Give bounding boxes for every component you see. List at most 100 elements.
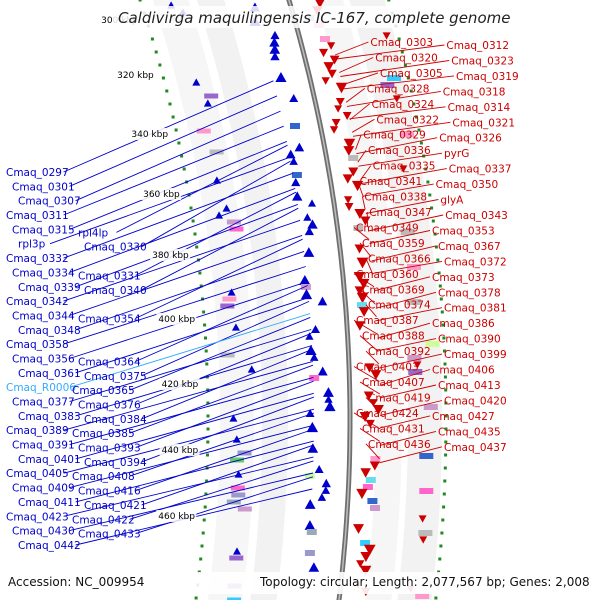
gene-box[interactable] [408,369,423,375]
gene-box[interactable] [400,131,414,137]
gene-box[interactable] [387,75,401,81]
gene-label[interactable]: Cmaq_0385 [72,428,135,440]
gene-label[interactable]: rpl4lp [78,227,108,239]
reverse-gene-arrow[interactable] [270,51,280,61]
gene-box[interactable] [309,375,320,381]
gene-label[interactable]: Cmaq_0332 [6,253,69,265]
forward-gene-arrow[interactable] [364,363,375,373]
gene-label[interactable]: Cmaq_0403 [356,362,419,374]
gene-label[interactable]: Cmaq_0430 [12,526,75,538]
reverse-gene-arrow[interactable] [289,157,298,165]
forward-gene-arrow[interactable] [382,32,391,40]
reverse-gene-arrow[interactable] [307,219,318,229]
gene-label[interactable]: Cmaq_0360 [356,269,419,281]
reverse-gene-arrow[interactable] [322,387,334,397]
gene-box[interactable] [407,264,421,270]
gene-label[interactable]: Cmaq_0340 [84,285,147,297]
gene-box[interactable] [348,155,359,161]
gene-label[interactable]: Cmaq_0343 [445,210,508,222]
forward-gene-arrow[interactable] [413,361,422,369]
gene-box[interactable] [400,229,415,235]
gene-label[interactable]: Cmaq_0307 [18,196,81,208]
gene-label[interactable]: Cmaq_0406 [432,365,495,377]
forward-gene-arrow[interactable] [334,105,343,113]
gene-label[interactable]: Cmaq_0338 [364,192,427,204]
gene-label[interactable]: Cmaq_0435 [438,426,501,438]
gene-labels[interactable]: Cmaq_0297 Cmaq_0301 Cmaq_0307 Cmaq_0311 Cmaq… [6,37,519,552]
forward-gene-arrow[interactable] [343,196,353,204]
gene-box[interactable] [370,456,381,462]
forward-gene-arrow[interactable] [342,112,352,120]
gene-label[interactable]: Cmaq_0369 [362,284,425,296]
forward-gene-arrow[interactable] [356,560,365,568]
gene-label[interactable]: Cmaq_0359 [362,238,425,250]
gene-label[interactable]: Cmaq_0318 [443,86,506,98]
reverse-gene-arrow[interactable] [275,71,287,83]
gene-label[interactable]: Cmaq_0367 [438,241,501,253]
gene-label[interactable]: Cmaq_0408 [72,471,135,483]
gene-label[interactable]: Cmaq_0342 [6,296,69,308]
gene-label[interactable]: Cmaq_R0006 [6,382,76,394]
reverse-gene-arrow[interactable] [227,288,236,296]
gene-label[interactable]: Cmaq_0437 [444,442,507,454]
gene-label[interactable]: Cmaq_0365 [72,385,135,397]
gene-label[interactable]: Cmaq_0314 [448,102,511,114]
gene-label[interactable]: Cmaq_0389 [6,425,69,437]
gene-label[interactable]: Cmaq_0424 [356,408,419,420]
gene-label[interactable]: Cmaq_0331 [78,270,141,282]
forward-gene-arrow[interactable] [354,286,365,296]
gene-label[interactable]: Cmaq_0423 [6,511,69,523]
gene-label[interactable]: Cmaq_0329 [363,130,426,142]
reverse-gene-arrow[interactable] [306,421,319,433]
reverse-gene-arrow[interactable] [314,464,324,474]
gene-label[interactable]: Cmaq_0323 [451,56,514,68]
gene-label[interactable]: Cmaq_0326 [439,133,502,145]
gene-box[interactable] [418,530,433,536]
reverse-gene-arrow[interactable] [321,478,331,488]
reverse-gene-arrow[interactable] [299,274,311,286]
forward-gene-arrow[interactable] [359,412,371,422]
reverse-gene-arrow[interactable] [269,37,280,47]
forward-gene-arrow[interactable] [359,565,372,577]
reverse-gene-arrow[interactable] [292,191,303,201]
gene-label[interactable]: Cmaq_0390 [438,334,501,346]
forward-gene-arrow[interactable] [323,62,335,72]
reverse-gene-arrow[interactable] [317,493,327,501]
forward-gene-arrow[interactable] [418,515,427,523]
gene-label[interactable]: Cmaq_0416 [78,486,141,498]
forward-gene-arrow[interactable] [363,391,374,401]
gene-box[interactable] [419,488,434,494]
gene-label[interactable]: glyA [440,195,464,207]
forward-gene-arrow[interactable] [335,82,348,94]
gene-label[interactable]: Cmaq_0388 [362,331,425,343]
gene-label[interactable]: Cmaq_0335 [373,161,436,173]
gene-label[interactable]: Cmaq_0301 [12,181,75,193]
forward-gene-arrow[interactable] [363,544,376,556]
gene-label[interactable]: Cmaq_0312 [446,40,509,52]
gene-label[interactable]: Cmaq_0394 [84,457,147,469]
gene-box[interactable] [415,593,430,599]
gene-box[interactable] [407,299,422,305]
gene-box[interactable] [320,36,330,42]
gene-label[interactable]: Cmaq_0427 [432,411,495,423]
gene-label[interactable]: Cmaq_0337 [449,164,512,176]
forward-gene-arrow[interactable] [369,399,378,407]
reverse-gene-arrow[interactable] [321,486,331,494]
gene-label[interactable]: Cmaq_0381 [444,303,507,315]
gene-label[interactable]: Cmaq_0303 [370,37,433,49]
reverse-gene-arrow[interactable] [300,288,313,300]
reverse-gene-arrow[interactable] [317,366,328,376]
gene-label[interactable]: Cmaq_0374 [368,300,431,312]
gene-label[interactable]: Cmaq_0433 [78,529,141,541]
forward-gene-arrow[interactable] [360,551,372,563]
gene-box[interactable] [290,123,300,129]
gene-label[interactable]: Cmaq_0350 [436,179,499,191]
gene-label[interactable]: Cmaq_0386 [432,318,495,330]
gene-box[interactable] [226,219,241,225]
forward-gene-arrow[interactable] [315,0,325,9]
gene-label[interactable]: pyrG [444,148,469,160]
gene-box[interactable] [419,453,434,459]
forward-gene-arrow[interactable] [321,77,330,85]
gene-label[interactable]: Cmaq_0361 [18,368,81,380]
reverse-gene-arrow[interactable] [309,353,319,361]
